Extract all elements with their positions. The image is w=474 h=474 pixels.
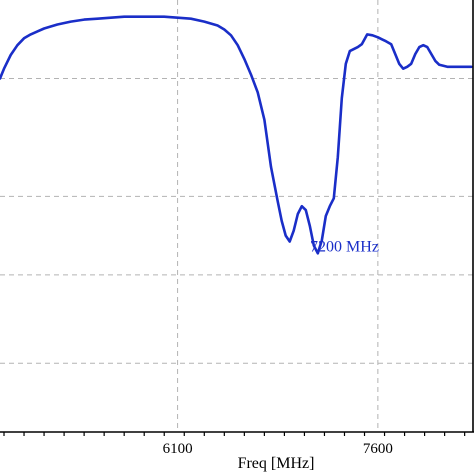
x-tick-label-0: 6100 [163, 441, 193, 457]
series-layer [0, 15, 473, 255]
x-tick-label-1: 7600 [363, 441, 393, 457]
annotation-7200mhz: 7200 MHz [310, 239, 379, 256]
ticks-layer: 6100 7600 [3, 432, 466, 457]
series-line-0 [0, 15, 473, 255]
x-axis-label: Freq [MHz] [238, 455, 315, 472]
grid-layer [0, 0, 474, 432]
